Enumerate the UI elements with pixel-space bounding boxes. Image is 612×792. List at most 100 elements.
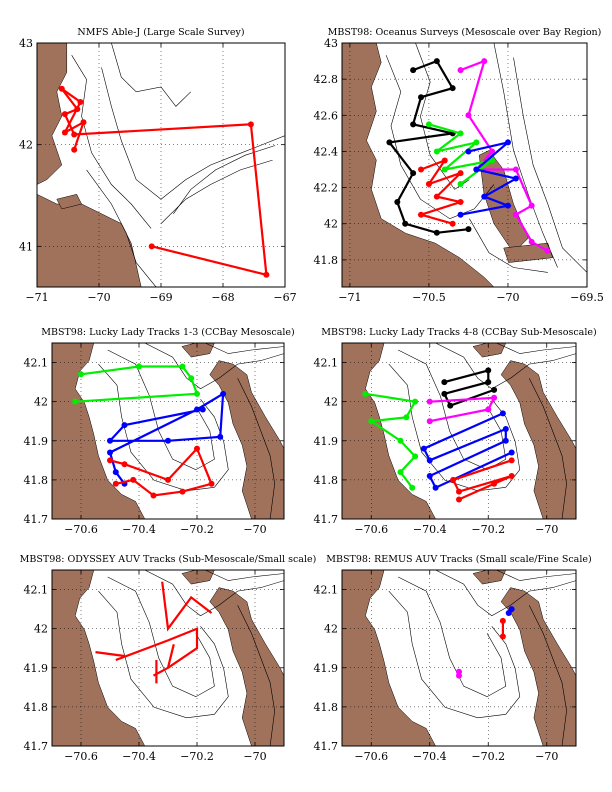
- station-marker: [247, 121, 254, 128]
- panel-title: MBST98: ODYSSEY AUV Tracks (Sub-Mesoscal…: [20, 554, 317, 565]
- station-marker: [433, 229, 440, 236]
- survey-track-red: [115, 627, 199, 669]
- land-mass: [56, 194, 82, 210]
- bathymetry-contour: [435, 343, 576, 390]
- bathymetry-contour: [496, 570, 576, 581]
- station-marker: [447, 402, 454, 409]
- survey-track-red: [109, 446, 213, 497]
- station-marker: [499, 633, 506, 640]
- station-marker: [499, 617, 506, 624]
- bathymetry-contour: [388, 590, 521, 719]
- station-marker: [504, 139, 511, 146]
- station-marker: [512, 211, 519, 218]
- station-marker: [112, 480, 119, 487]
- survey-track-green: [75, 365, 199, 403]
- land-mass: [52, 570, 146, 746]
- bathymetry-contour: [101, 67, 285, 200]
- map-panel-4: −70.6 −70.4 −70.2 −70 41.7 41.8 41.9 42 42.1 MBST…: [314, 327, 597, 536]
- y-tick-label: 41: [19, 240, 33, 253]
- station-marker: [74, 106, 81, 113]
- station-marker: [136, 363, 142, 370]
- station-marker: [386, 139, 393, 146]
- y-tick-label: 42.8: [314, 73, 339, 86]
- y-tick-label: 42.1: [314, 584, 339, 597]
- bathymetry-contour: [496, 343, 576, 354]
- station-marker: [418, 166, 425, 173]
- station-marker: [485, 379, 492, 386]
- station-marker: [107, 449, 113, 456]
- map-panel-1: −71 −70 −69 −68 −67 41 42 43 NMFS Able-J (Large …: [19, 27, 297, 304]
- station-marker: [441, 390, 448, 397]
- bathymetry-contour: [388, 363, 521, 492]
- station-marker: [220, 390, 227, 397]
- plot-frame: [341, 569, 577, 747]
- bathymetry-contour: [86, 169, 157, 287]
- x-tick-label: −70.6: [64, 750, 98, 763]
- map-area: [52, 570, 284, 746]
- x-tick-label: −70: [87, 291, 110, 304]
- x-tick-label: −70.4: [122, 750, 156, 763]
- station-marker: [433, 58, 440, 65]
- x-tick-label: −70: [535, 750, 558, 763]
- station-marker: [188, 375, 195, 382]
- station-marker: [465, 148, 472, 155]
- station-marker: [499, 410, 506, 417]
- station-marker: [409, 484, 416, 491]
- station-marker: [528, 238, 535, 245]
- panel-title: MBST98: Lucky Lady Tracks 4-8 (CCBay Sub…: [321, 327, 596, 338]
- station-marker: [420, 445, 427, 452]
- station-marker: [208, 480, 215, 487]
- station-marker: [449, 85, 456, 92]
- map-panel-2: −71 −70.5 −70 −69.5 41.8 42 42.2 42.4 42.6 42.8 43…: [314, 27, 604, 304]
- station-marker: [368, 418, 375, 425]
- station-marker: [456, 668, 462, 675]
- station-marker: [508, 472, 515, 479]
- station-marker: [402, 220, 409, 227]
- station-marker: [465, 112, 472, 119]
- station-marker: [71, 146, 78, 153]
- bathymetry-contour: [173, 145, 276, 214]
- station-marker: [217, 433, 224, 440]
- y-tick-label: 42.1: [24, 584, 49, 597]
- map-area: [52, 343, 284, 519]
- survey-track-blue: [107, 391, 225, 485]
- station-marker: [457, 180, 464, 187]
- y-tick-label: 42: [34, 396, 48, 409]
- survey-track-magenta: [460, 59, 549, 252]
- station-marker: [148, 243, 155, 250]
- bathymetry-contour: [513, 57, 587, 273]
- station-marker: [412, 398, 419, 405]
- map-area: [342, 43, 587, 287]
- station-marker: [528, 202, 535, 209]
- station-marker: [121, 461, 128, 468]
- station-marker: [112, 469, 119, 476]
- station-marker: [179, 363, 186, 370]
- survey-track-black: [387, 59, 469, 234]
- station-marker: [397, 469, 404, 476]
- station-marker: [263, 271, 270, 278]
- bathymetry-contour: [107, 576, 215, 698]
- bathymetry-contour: [493, 43, 558, 268]
- station-marker: [502, 437, 509, 444]
- y-tick-label: 42.1: [314, 357, 339, 370]
- land-mass: [342, 343, 436, 519]
- land-mass: [37, 43, 68, 185]
- bathymetry-contour: [435, 570, 576, 617]
- station-marker: [502, 426, 509, 433]
- x-tick-label: −69: [149, 291, 172, 304]
- station-marker: [512, 175, 519, 182]
- y-tick-label: 41.7: [314, 740, 339, 753]
- x-tick-label: −67: [273, 291, 296, 304]
- bathymetry-contour: [528, 605, 567, 746]
- station-marker: [403, 414, 410, 421]
- station-marker: [72, 398, 79, 405]
- bathymetry-contour: [385, 55, 495, 220]
- station-marker: [58, 85, 65, 92]
- station-marker: [194, 390, 200, 397]
- y-tick-label: 41.7: [314, 513, 339, 526]
- y-tick-label: 41.8: [314, 474, 339, 487]
- station-marker: [473, 139, 480, 146]
- y-tick-label: 41.9: [24, 662, 49, 675]
- land-mass: [209, 360, 284, 519]
